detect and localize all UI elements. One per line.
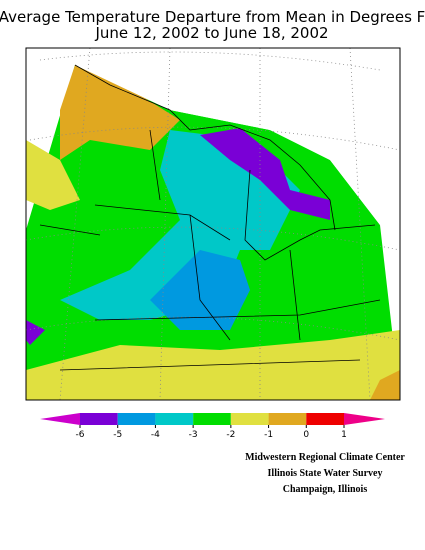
legend-high-arrow — [344, 413, 385, 425]
legend: -6 -5 -4 -3 -2 -1 0 1 — [40, 413, 385, 440]
legend-swatch — [306, 413, 344, 425]
credit: Midwestern Regional Climate Center — [245, 452, 405, 463]
credit: Illinois State Water Survey — [268, 468, 383, 479]
legend-swatch — [117, 413, 156, 425]
legend-low-arrow — [40, 413, 80, 425]
legend-swatch — [80, 413, 118, 425]
title: Average Temperature Departure from Mean … — [0, 8, 425, 26]
legend-tick-label: -1 — [264, 430, 273, 440]
legend-tick-label: -6 — [76, 430, 85, 440]
legend-tick-label: -5 — [113, 430, 122, 440]
legend-swatch — [193, 413, 231, 425]
legend-swatch — [268, 413, 307, 425]
legend-tick-label: 0 — [303, 430, 309, 440]
legend-tick-label: -4 — [151, 430, 160, 440]
legend-swatch — [230, 413, 269, 425]
legend-tick-label: -2 — [226, 430, 235, 440]
legend-tick-label: -3 — [189, 430, 198, 440]
map — [25, 47, 401, 401]
legend-tick-label: 1 — [341, 430, 347, 440]
credit: Champaign, Illinois — [283, 484, 368, 495]
subtitle: June 12, 2002 to June 18, 2002 — [94, 24, 328, 42]
legend-swatch — [155, 413, 194, 425]
